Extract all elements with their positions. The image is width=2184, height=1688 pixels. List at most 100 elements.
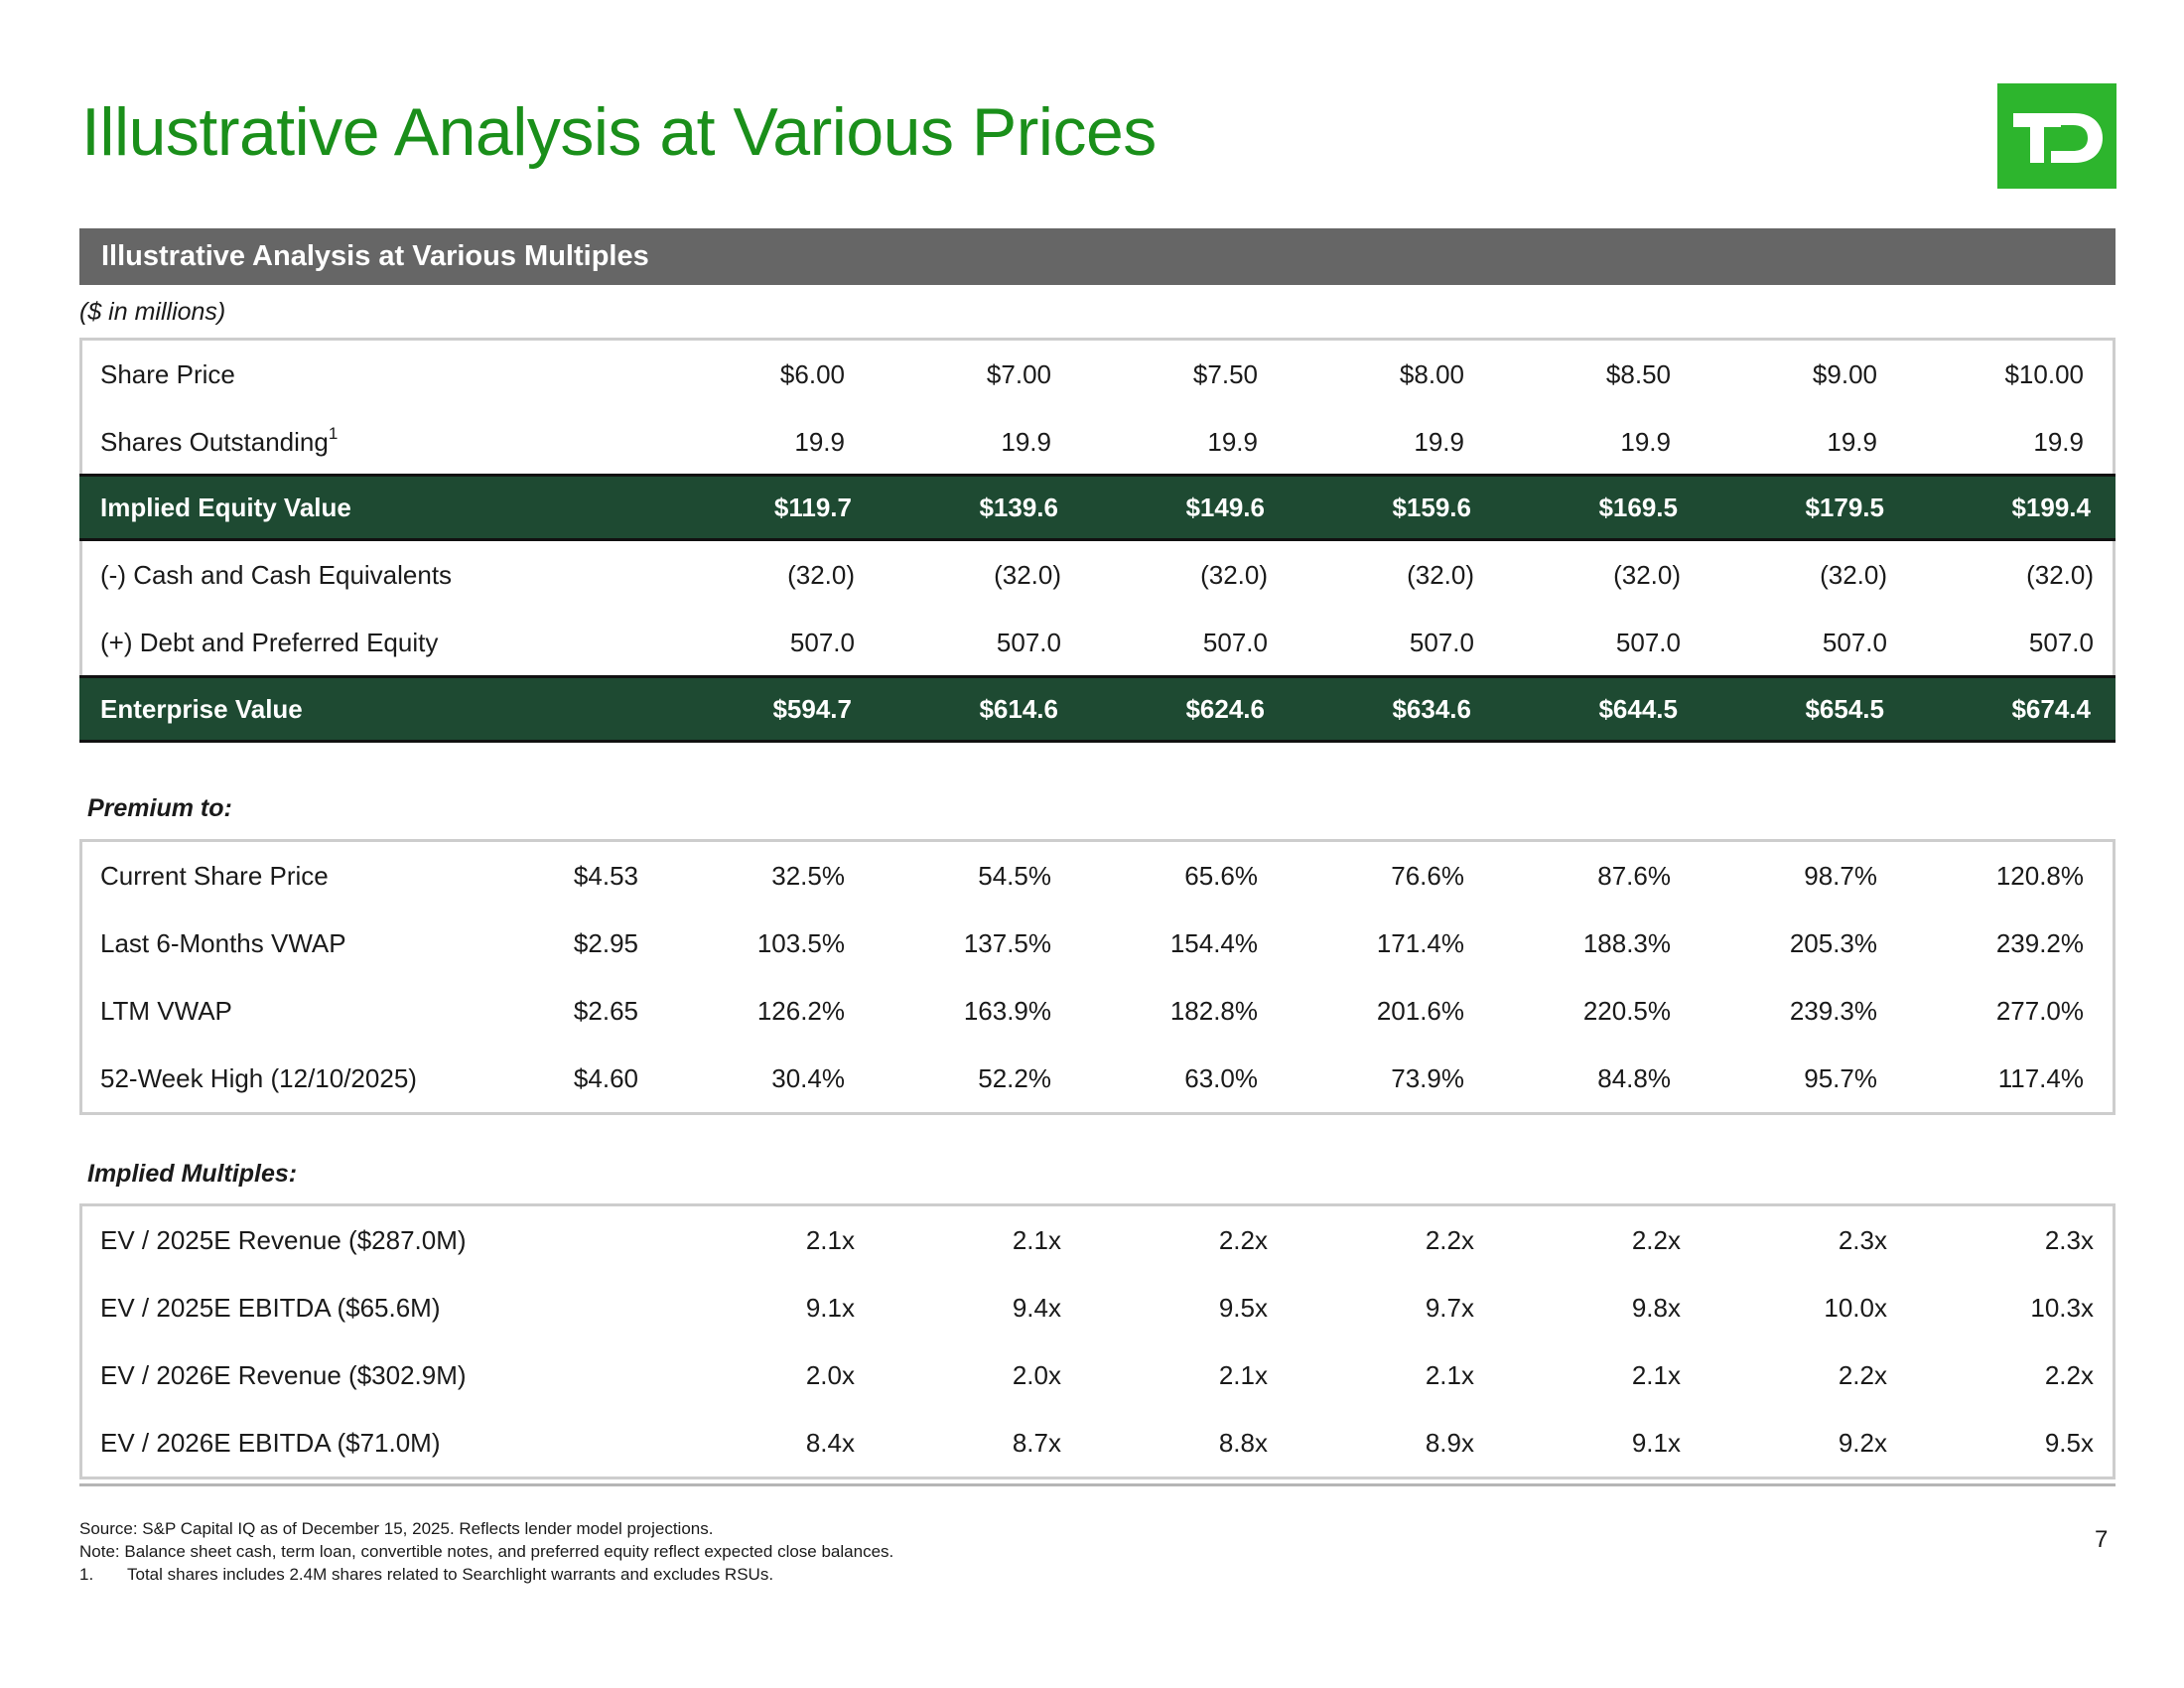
section-header: Illustrative Analysis at Various Multipl… — [79, 228, 2116, 285]
value-cell: 9.4x — [1012, 1293, 1061, 1323]
value-cell: 98.7% — [1804, 861, 1877, 891]
value-cell: 239.2% — [1995, 928, 2084, 958]
value-cell: 73.9% — [1391, 1063, 1464, 1093]
value-cell: 87.6% — [1597, 861, 1671, 891]
value-cell: 8.7x — [1012, 1428, 1061, 1458]
value-cell: 9.1x — [1631, 1428, 1681, 1458]
premium-heading: Premium to: — [87, 794, 232, 822]
value-cell: $169.5 — [1598, 492, 1678, 522]
row-label: EV / 2025E EBITDA ($65.6M) — [100, 1293, 441, 1323]
premium-row: Current Share Price $4.53 32.5% 54.5% 65.6% 7… — [82, 842, 2113, 910]
value-cell: (32.0) — [1820, 560, 1887, 590]
value-cell: 2.1x — [1218, 1360, 1268, 1390]
value-cell: $10.00 — [2004, 359, 2084, 389]
value-cell: $139.6 — [979, 492, 1058, 522]
value-cell: 2.1x — [1425, 1360, 1474, 1390]
value-cell: 103.5% — [756, 928, 845, 958]
valuation-table: Share Price $6.00 $7.00 $7.50 $8.00 $8.50 $9.… — [79, 338, 2116, 743]
value-cell: 2.2x — [2044, 1360, 2094, 1390]
reference-price: $4.60 — [573, 1063, 638, 1093]
value-cell: 2.1x — [1012, 1225, 1061, 1255]
multiples-heading: Implied Multiples: — [87, 1160, 298, 1188]
value-cell: 8.8x — [1218, 1428, 1268, 1458]
value-cell: $8.50 — [1605, 359, 1671, 389]
value-cell: 10.3x — [2030, 1293, 2094, 1323]
value-cell: 19.9 — [1001, 427, 1051, 457]
value-cell: $119.7 — [773, 492, 852, 522]
value-cell: 2.2x — [1425, 1225, 1474, 1255]
td-logo — [1997, 83, 2116, 189]
value-cell: 19.9 — [1827, 427, 1877, 457]
value-cell: 507.0 — [1202, 628, 1268, 657]
value-cell: 507.0 — [1409, 628, 1474, 657]
value-cell: 9.1x — [805, 1293, 855, 1323]
value-cell: 239.3% — [1789, 996, 1877, 1026]
units-note: ($ in millions) — [79, 298, 226, 326]
row-label: (-) Cash and Cash Equivalents — [100, 560, 453, 590]
divider — [79, 1483, 2116, 1486]
value-cell: 63.0% — [1184, 1063, 1258, 1093]
value-cell: 8.9x — [1425, 1428, 1474, 1458]
value-cell: $199.4 — [2011, 492, 2091, 522]
multiple-row: EV / 2025E EBITDA ($65.6M) 9.1x 9.4x 9.5x 9.… — [82, 1274, 2113, 1341]
footnote-marker: 1 — [328, 424, 339, 443]
value-cell: $6.00 — [779, 359, 845, 389]
value-cell: 117.4% — [1997, 1063, 2084, 1093]
row-label: LTM VWAP — [100, 996, 232, 1026]
value-cell: 220.5% — [1582, 996, 1671, 1026]
value-cell: 2.3x — [1838, 1225, 1887, 1255]
value-cell: 171.4% — [1376, 928, 1464, 958]
value-cell: 2.2x — [1631, 1225, 1681, 1255]
value-cell: 9.5x — [1218, 1293, 1268, 1323]
value-cell: $624.6 — [1185, 694, 1265, 724]
multiples-table: EV / 2025E Revenue ($287.0M) 2.1x 2.1x 2.2x… — [79, 1203, 2116, 1479]
premium-table: Current Share Price $4.53 32.5% 54.5% 65.6% 7… — [79, 839, 2116, 1115]
implied-equity-value-row: Implied Equity Value $119.7 $139.6 $149.6 $… — [79, 474, 2116, 541]
row-label: Share Price — [100, 359, 235, 389]
value-cell: $644.5 — [1598, 694, 1678, 724]
value-cell: 205.3% — [1789, 928, 1877, 958]
row-label: Enterprise Value — [100, 694, 303, 724]
reference-price: $4.53 — [573, 861, 638, 891]
value-cell: $8.00 — [1399, 359, 1464, 389]
premium-row: LTM VWAP $2.65 126.2% 163.9% 182.8% 201.6% 220… — [82, 977, 2113, 1045]
cash-row: (-) Cash and Cash Equivalents (32.0) (32.… — [82, 541, 2113, 609]
value-cell: 182.8% — [1169, 996, 1258, 1026]
value-cell: $179.5 — [1805, 492, 1884, 522]
value-cell: 201.6% — [1376, 996, 1464, 1026]
value-cell: $7.50 — [1192, 359, 1258, 389]
value-cell: 76.6% — [1391, 861, 1464, 891]
reference-price: $2.95 — [573, 928, 638, 958]
value-cell: $654.5 — [1805, 694, 1884, 724]
value-cell: 19.9 — [1620, 427, 1671, 457]
enterprise-value-row: Enterprise Value $594.7 $614.6 $624.6 $634.… — [79, 675, 2116, 743]
row-label: 52-Week High (12/10/2025) — [100, 1063, 417, 1093]
row-label: Last 6-Months VWAP — [100, 928, 346, 958]
premium-row: 52-Week High (12/10/2025) $4.60 30.4% 52.2%… — [82, 1045, 2113, 1112]
value-cell: 19.9 — [1414, 427, 1464, 457]
value-cell: 2.2x — [1218, 1225, 1268, 1255]
value-cell: 2.1x — [1631, 1360, 1681, 1390]
value-cell: (32.0) — [1613, 560, 1681, 590]
value-cell: 2.3x — [2044, 1225, 2094, 1255]
value-cell: 120.8% — [1995, 861, 2084, 891]
value-cell: 8.4x — [805, 1428, 855, 1458]
row-label: EV / 2026E Revenue ($302.9M) — [100, 1360, 467, 1390]
value-cell: (32.0) — [1407, 560, 1474, 590]
source-note: Source: S&P Capital IQ as of December 15… — [79, 1519, 714, 1538]
value-cell: (32.0) — [1200, 560, 1268, 590]
value-cell: $149.6 — [1185, 492, 1265, 522]
value-cell: 9.7x — [1425, 1293, 1474, 1323]
debt-row: (+) Debt and Preferred Equity 507.0 507.0… — [82, 609, 2113, 676]
premium-row: Last 6-Months VWAP $2.95 103.5% 137.5% 154.4… — [82, 910, 2113, 977]
value-cell: 507.0 — [2028, 628, 2094, 657]
row-label: (+) Debt and Preferred Equity — [100, 628, 439, 657]
value-cell: 2.0x — [1012, 1360, 1061, 1390]
page-number: 7 — [2095, 1526, 2109, 1553]
value-cell: 2.1x — [805, 1225, 855, 1255]
value-cell: 19.9 — [2033, 427, 2084, 457]
value-cell: 126.2% — [756, 996, 845, 1026]
value-cell: $634.6 — [1392, 694, 1471, 724]
page-title: Illustrative Analysis at Various Prices — [81, 94, 1157, 170]
shares-outstanding-row: Shares Outstanding1 19.9 19.9 19.9 19.9 19.9… — [82, 408, 2113, 476]
